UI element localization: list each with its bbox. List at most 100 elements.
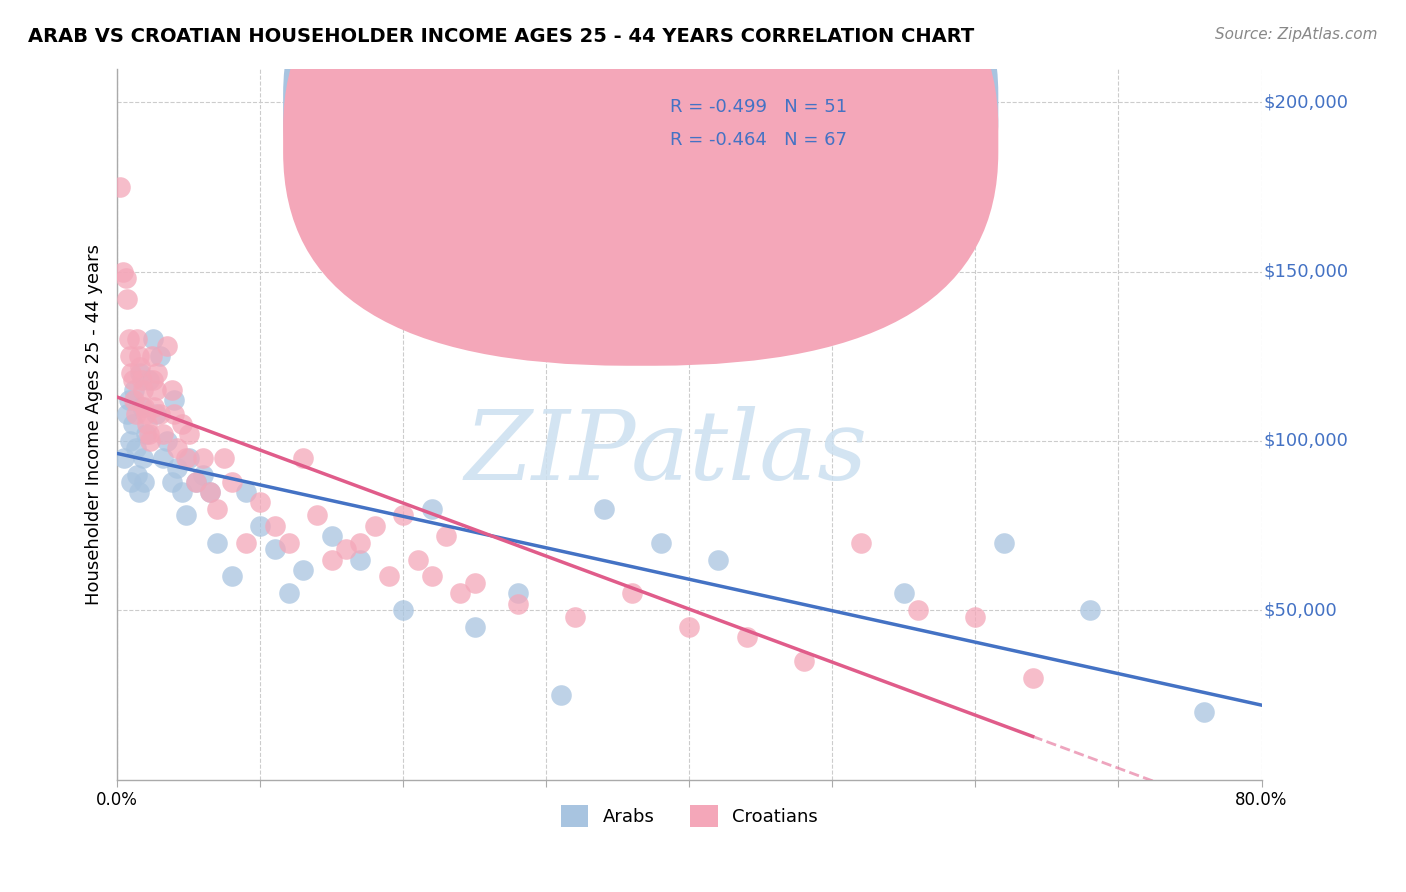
Point (145, 383, 167, 397)
Point (163, 393, 186, 408)
Point (111, 265, 134, 279)
Point (160, 383, 183, 397)
Point (127, 333, 149, 347)
Point (128, 484, 150, 499)
Point (249, 495, 271, 509)
Text: $200,000: $200,000 (1264, 94, 1348, 112)
Point (125, 407, 148, 421)
Point (122, 417, 145, 431)
Point (156, 434, 179, 448)
Point (321, 529, 343, 543)
Point (678, 620, 700, 634)
Point (207, 535, 229, 549)
Point (114, 271, 136, 285)
Point (134, 400, 156, 414)
Text: $100,000: $100,000 (1264, 432, 1348, 450)
Point (152, 450, 174, 465)
Text: R = -0.464   N = 67: R = -0.464 N = 67 (669, 130, 846, 149)
Point (1194, 705, 1216, 719)
Point (170, 484, 193, 499)
Point (198, 484, 221, 499)
Point (129, 366, 152, 380)
Point (420, 501, 443, 516)
Point (221, 569, 243, 583)
Point (735, 631, 758, 645)
Point (127, 467, 149, 482)
Point (146, 366, 169, 380)
Point (166, 461, 188, 475)
Point (307, 508, 329, 523)
Point (221, 475, 243, 489)
Point (707, 552, 730, 566)
Point (174, 450, 197, 465)
Point (156, 339, 179, 353)
Point (131, 400, 153, 414)
Point (849, 535, 872, 549)
Point (965, 610, 987, 624)
Point (214, 450, 236, 465)
FancyBboxPatch shape (283, 0, 998, 333)
Point (141, 349, 163, 363)
Point (907, 603, 929, 617)
Point (117, 393, 139, 408)
Point (277, 586, 299, 600)
Point (152, 427, 174, 442)
Point (125, 441, 148, 455)
Point (112, 450, 135, 465)
Point (363, 518, 385, 533)
Point (249, 518, 271, 533)
Point (650, 535, 672, 549)
Text: ARAB VS CROATIAN HOUSEHOLDER INCOME AGES 25 - 44 YEARS CORRELATION CHART: ARAB VS CROATIAN HOUSEHOLDER INCOME AGES… (28, 27, 974, 45)
Point (621, 586, 644, 600)
Point (135, 427, 157, 442)
Point (1021, 671, 1043, 685)
Point (122, 373, 145, 387)
Point (292, 563, 315, 577)
Point (132, 383, 155, 397)
Point (277, 535, 299, 549)
Point (120, 349, 142, 363)
Text: R = -0.499   N = 51: R = -0.499 N = 51 (669, 98, 846, 116)
Point (120, 434, 142, 448)
Point (993, 535, 1015, 549)
Point (170, 417, 193, 431)
Point (198, 484, 221, 499)
Point (263, 542, 285, 557)
Point (420, 569, 443, 583)
Point (149, 407, 172, 421)
Point (184, 475, 207, 489)
Point (121, 475, 143, 489)
Point (191, 467, 214, 482)
Point (506, 597, 529, 611)
Point (378, 569, 401, 583)
Point (115, 407, 138, 421)
Point (235, 535, 257, 549)
Y-axis label: Householder Income Ages 25 - 44 years: Householder Income Ages 25 - 44 years (86, 244, 103, 605)
Point (149, 349, 172, 363)
Point (121, 366, 143, 380)
Point (564, 610, 586, 624)
Text: Source: ZipAtlas.com: Source: ZipAtlas.com (1215, 27, 1378, 42)
Point (184, 475, 207, 489)
Text: $50,000: $50,000 (1264, 601, 1337, 619)
Point (143, 400, 166, 414)
Point (136, 417, 159, 431)
Point (108, 180, 131, 194)
Point (349, 552, 371, 566)
Point (450, 586, 472, 600)
Point (177, 450, 200, 465)
Legend: Arabs, Croatians: Arabs, Croatians (554, 798, 825, 835)
Point (1078, 603, 1101, 617)
Point (174, 508, 197, 523)
Point (132, 450, 155, 465)
Point (434, 529, 457, 543)
Point (128, 349, 150, 363)
Point (124, 383, 146, 397)
Point (292, 450, 315, 465)
Point (893, 586, 915, 600)
Point (335, 542, 357, 557)
Point (506, 586, 529, 600)
Point (163, 407, 186, 421)
Point (124, 393, 146, 408)
Point (142, 333, 165, 347)
